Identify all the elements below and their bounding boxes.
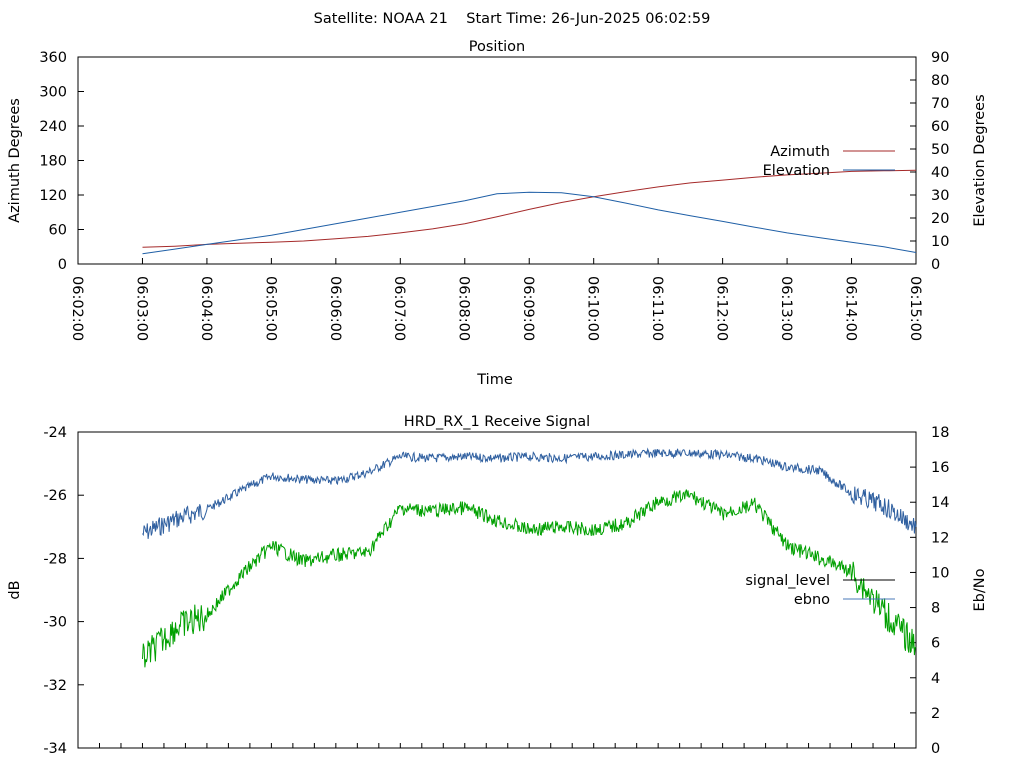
- position-y-tick-label: 120: [39, 188, 67, 204]
- position-x-tick-label: 06:11:00: [649, 276, 665, 341]
- signal-y2-tick-label: 14: [931, 495, 949, 511]
- signal-y2-tick-label: 16: [931, 460, 949, 476]
- signal-y-tick-label: -28: [43, 551, 67, 567]
- position-y-tick-label: 360: [39, 50, 67, 66]
- signal-y-tick-label: -24: [43, 425, 67, 441]
- position-y2-tick-label: 0: [931, 257, 940, 273]
- position-x-tick-label: 06:07:00: [391, 276, 407, 341]
- position-x-tick-label: 06:10:00: [585, 276, 601, 341]
- position-x-tick-label: 06:02:00: [69, 276, 85, 341]
- position-x-axis-label: Time: [476, 372, 513, 388]
- signal-legend-label: signal_level: [745, 573, 830, 589]
- signal-y2-tick-label: 4: [931, 671, 940, 687]
- position-y-tick-label: 180: [39, 154, 67, 170]
- position-x-tick-label: 06:13:00: [778, 276, 794, 341]
- position-y2-tick-label: 50: [931, 142, 949, 158]
- signal-lower-trace-line: [142, 489, 917, 668]
- signal-y-tick-label: -30: [43, 615, 67, 631]
- position-x-tick-label: 06:06:00: [327, 276, 343, 341]
- position-x-tick-label: 06:04:00: [198, 276, 214, 341]
- position-y2-tick-label: 60: [931, 119, 949, 135]
- position-x-tick-label: 06:12:00: [714, 276, 730, 341]
- position-y2-tick-label: 40: [931, 165, 949, 181]
- position-y-tick-label: 60: [49, 223, 67, 239]
- position-x-tick-label: 06:03:00: [133, 276, 149, 341]
- signal-y-tick-label: -32: [43, 678, 67, 694]
- position-x-tick-label: 06:05:00: [262, 276, 278, 341]
- position-x-tick-label: 06:08:00: [456, 276, 472, 341]
- position-x-tick-label: 06:09:00: [520, 276, 536, 341]
- position-series-elevation-line: [142, 191, 917, 255]
- signal-y-tick-label: -34: [43, 741, 67, 757]
- signal-y2-tick-label: 8: [931, 601, 940, 617]
- signal-title: HRD_RX_1 Receive Signal: [404, 414, 590, 430]
- position-y2-tick-label: 80: [931, 73, 949, 89]
- position-y-axis-label: Azimuth Degrees: [7, 98, 23, 223]
- signal-y2-axis-label: Eb/No: [972, 568, 988, 611]
- signal-y2-tick-label: 10: [931, 565, 949, 581]
- position-y2-tick-label: 70: [931, 96, 949, 112]
- position-y-tick-label: 0: [58, 257, 67, 273]
- signal-y-axis-label: dB: [7, 580, 23, 599]
- signal-y2-tick-label: 2: [931, 706, 940, 722]
- position-y2-axis-label: Elevation Degrees: [972, 94, 988, 226]
- position-y2-tick-label: 20: [931, 211, 949, 227]
- position-x-tick-label: 06:15:00: [907, 276, 923, 341]
- position-title: Position: [469, 39, 525, 55]
- signal-legend-label: ebno: [794, 592, 830, 608]
- position-y-tick-label: 300: [39, 85, 67, 101]
- position-series-azimuth-line: [142, 169, 917, 248]
- signal-y2-tick-label: 18: [931, 425, 949, 441]
- header-text: Satellite: NOAA 21 Start Time: 26-Jun-20…: [314, 11, 711, 27]
- position-y2-tick-label: 90: [931, 50, 949, 66]
- position-y2-tick-label: 10: [931, 234, 949, 250]
- signal-y2-tick-label: 0: [931, 741, 940, 757]
- position-y-tick-label: 240: [39, 119, 67, 135]
- signal-y2-tick-label: 6: [931, 636, 940, 652]
- signal-y2-tick-label: 12: [931, 530, 949, 546]
- position-x-tick-label: 06:14:00: [842, 276, 858, 341]
- signal-y-tick-label: -26: [43, 488, 67, 504]
- signal-upper-trace-line: [142, 447, 917, 539]
- position-y2-tick-label: 30: [931, 188, 949, 204]
- signal-plot-frame: [77, 431, 917, 749]
- position-legend-label: Elevation: [763, 163, 830, 179]
- position-legend-label: Azimuth: [770, 144, 830, 160]
